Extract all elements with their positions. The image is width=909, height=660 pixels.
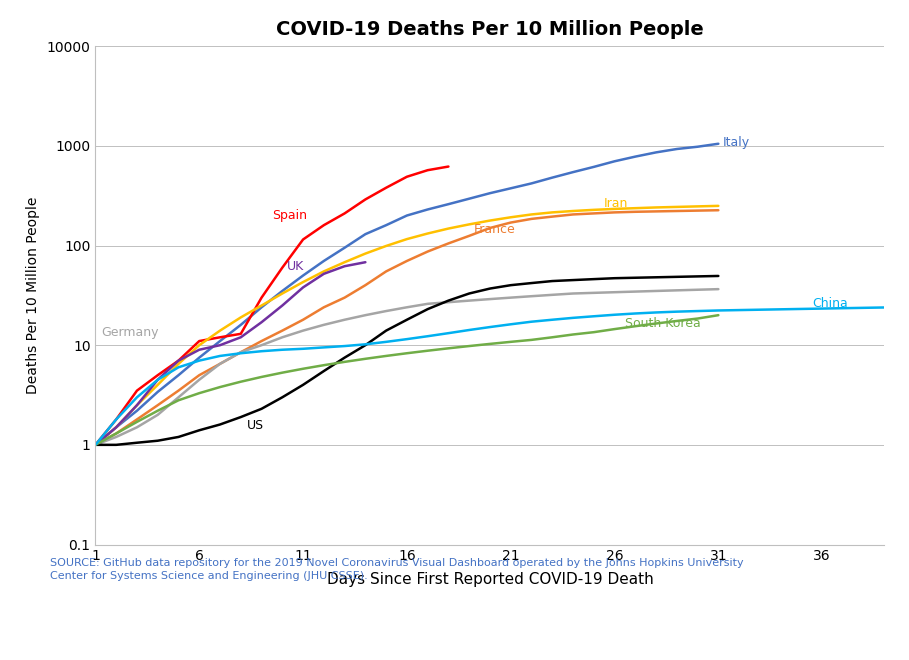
Text: of: of [232,629,248,644]
Text: US: US [247,419,265,432]
Text: St. Louis: St. Louis [259,629,336,644]
Text: Spain: Spain [272,209,307,222]
Text: SOURCE: GitHub data repository for the 2019 Novel Coronavirus Visual Dashboard o: SOURCE: GitHub data repository for the 2… [50,558,744,581]
Text: Federal Reserve Bank: Federal Reserve Bank [16,629,201,644]
Text: UK: UK [286,260,304,273]
Text: F: F [16,629,27,644]
Text: Italy: Italy [723,137,750,149]
X-axis label: Days Since First Reported COVID-19 Death: Days Since First Reported COVID-19 Death [326,572,654,587]
Title: COVID-19 Deaths Per 10 Million People: COVID-19 Deaths Per 10 Million People [276,20,704,39]
Text: South Korea: South Korea [624,317,701,330]
Y-axis label: Deaths Per 10 Million People: Deaths Per 10 Million People [25,197,40,394]
Text: China: China [812,297,847,310]
Text: Germany: Germany [102,325,159,339]
Text: France: France [474,223,515,236]
Text: Iran: Iran [604,197,628,210]
